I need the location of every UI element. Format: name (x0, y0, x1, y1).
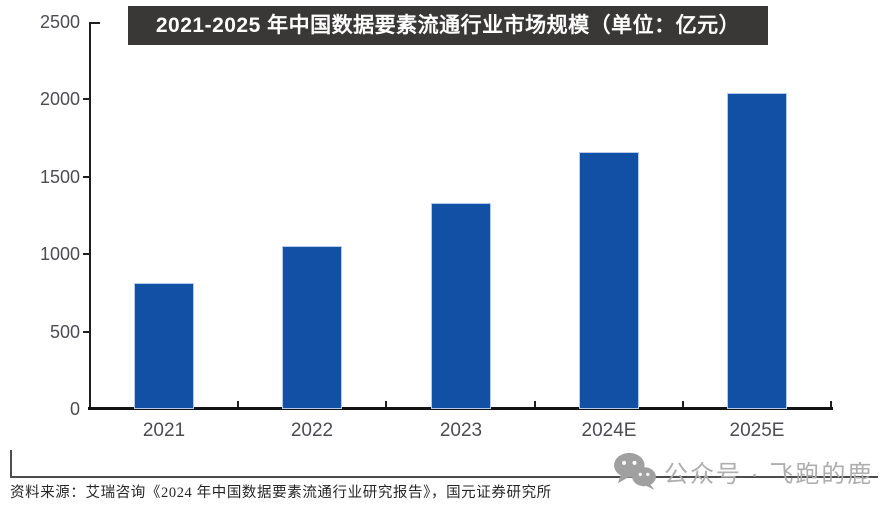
y-tick-label: 2000 (39, 89, 80, 110)
y-tick-mark (83, 175, 89, 178)
x-tick-mark (385, 401, 387, 407)
x-category-label: 2025E (729, 420, 785, 441)
bar-2024E (579, 152, 639, 409)
y-tick-mark (83, 98, 89, 101)
bar-2025E (727, 93, 787, 409)
y-tick-label: 0 (69, 399, 80, 419)
x-category-label: 2022 (290, 420, 334, 441)
x-category-label: 2023 (439, 420, 483, 441)
x-category-label: 2024E (581, 420, 637, 441)
y-tick-mark (83, 253, 89, 256)
y-tick-label: 1500 (39, 166, 80, 187)
y-tick-label: 1000 (39, 244, 80, 265)
bar-2021 (134, 283, 194, 409)
bar-2023 (431, 203, 491, 409)
watermark-text: 公众号 · 飞跑的鹿 (664, 460, 874, 488)
bar-2022 (282, 246, 342, 409)
x-category-label: 2021 (142, 420, 186, 441)
y-tick-label: 2500 (39, 12, 80, 32)
watermark: 公众号 · 飞跑的鹿 (612, 451, 873, 491)
y-tick-mark (83, 330, 89, 333)
source-note: 资料来源：艾瑞咨询《2024 年中国数据要素流通行业研究报告》，国元证券研究所 (10, 485, 552, 501)
chart-title: 2021-2025 年中国数据要素流通行业市场规模（单位：亿元） (128, 6, 768, 45)
footer-corner-line (10, 450, 12, 477)
x-tick-mark (682, 401, 684, 407)
y-axis-line (89, 22, 91, 410)
y-tick-label: 500 (49, 321, 80, 342)
footer-divider-line (10, 476, 878, 478)
x-tick-mark (237, 401, 239, 407)
wechat-icon (614, 452, 656, 491)
y-tick-mark (91, 22, 100, 24)
x-tick-mark (534, 401, 536, 407)
x-tick-mark (830, 401, 832, 407)
